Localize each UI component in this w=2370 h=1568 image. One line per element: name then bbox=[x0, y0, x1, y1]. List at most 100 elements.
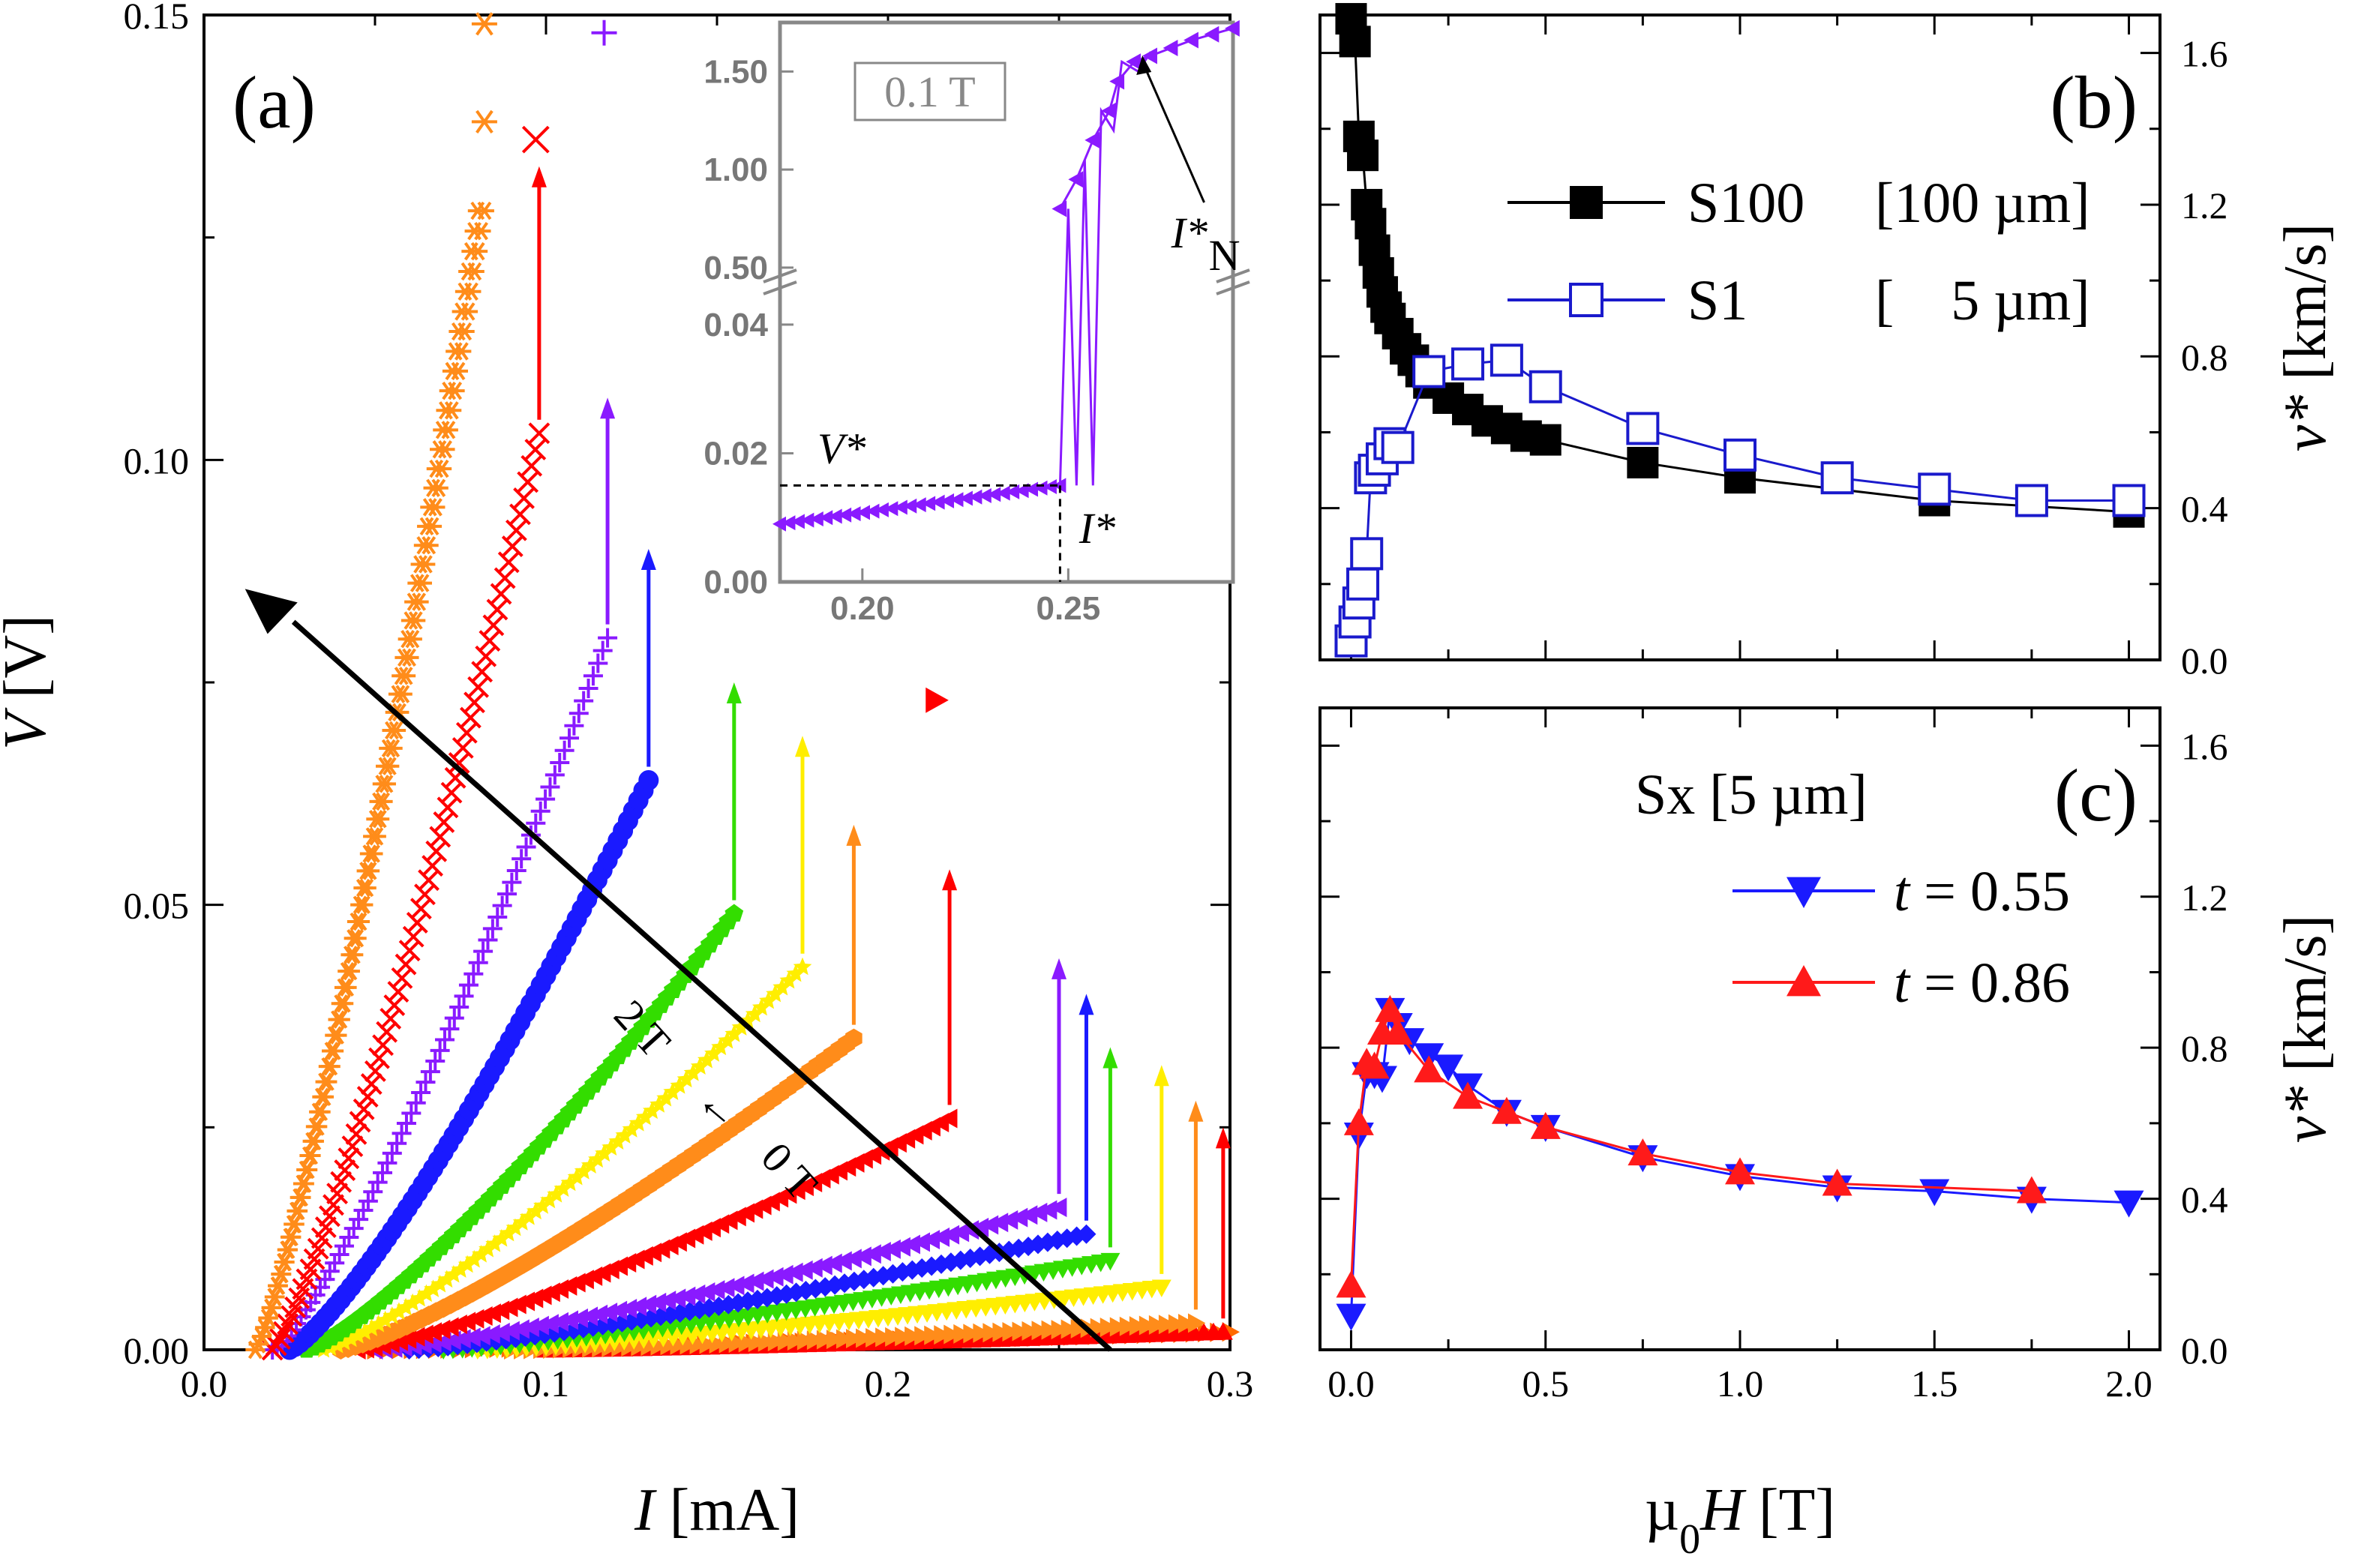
data-point bbox=[401, 1103, 422, 1123]
y-axis-title: v* [km/s] bbox=[2272, 915, 2338, 1143]
data-point bbox=[1031, 1321, 1049, 1341]
data-point bbox=[464, 691, 485, 714]
data-point bbox=[590, 1304, 608, 1324]
jump-arrow bbox=[942, 869, 958, 1105]
inset-data-point bbox=[856, 505, 871, 520]
data-point bbox=[1382, 1018, 1413, 1045]
data-point bbox=[1381, 430, 1414, 464]
data-point bbox=[398, 629, 418, 649]
data-point bbox=[341, 1329, 361, 1348]
data-point bbox=[338, 961, 358, 981]
legend-marker bbox=[1786, 877, 1821, 908]
data-point bbox=[951, 1222, 970, 1243]
inset-data-point bbox=[782, 515, 796, 531]
data-point bbox=[846, 1329, 864, 1349]
inset-data-point bbox=[809, 511, 824, 526]
jump-arrow-head bbox=[1078, 994, 1094, 1015]
i-n-star-label: I* bbox=[1171, 208, 1208, 257]
legend-size: [100 µm] bbox=[1875, 172, 2090, 235]
inset-data-point bbox=[1042, 479, 1057, 495]
y-axis-title-a: V [V] bbox=[0, 615, 58, 750]
i-n-star-subscript: N bbox=[1209, 231, 1240, 280]
data-point bbox=[992, 1322, 1010, 1342]
data-point bbox=[990, 1213, 1009, 1233]
data-point bbox=[1060, 1319, 1079, 1339]
data-point bbox=[296, 1160, 316, 1180]
data-point bbox=[452, 736, 474, 759]
series-0.5-T bbox=[279, 549, 659, 1360]
inset-data-point bbox=[1034, 480, 1048, 496]
data-point bbox=[410, 898, 432, 920]
inset-data-point bbox=[922, 496, 936, 511]
data-point bbox=[1359, 1051, 1390, 1079]
data-point bbox=[628, 1297, 647, 1317]
data-point bbox=[458, 262, 478, 281]
series-line bbox=[1349, 1006, 2032, 1286]
data-point bbox=[392, 667, 412, 685]
y-tick-label-a: 0.15 bbox=[124, 0, 190, 37]
data-point bbox=[554, 740, 574, 760]
field-arrow-shaft bbox=[291, 619, 1112, 1352]
series-0.06-T bbox=[434, 1047, 1120, 1360]
data-point bbox=[506, 1218, 525, 1237]
data-point bbox=[1343, 1108, 1374, 1135]
data-point bbox=[492, 895, 512, 916]
data-point bbox=[687, 1284, 706, 1304]
inset-data-point bbox=[847, 506, 861, 522]
data-point bbox=[1138, 1315, 1157, 1336]
data-point bbox=[1051, 1320, 1069, 1340]
data-point bbox=[836, 1329, 854, 1349]
label-0T: 0 T bbox=[752, 1133, 826, 1209]
data-point bbox=[464, 1249, 484, 1268]
data-point bbox=[402, 925, 424, 948]
x-tick-label: 0.5 bbox=[1522, 1363, 1569, 1405]
data-point bbox=[533, 1196, 552, 1214]
data-point bbox=[418, 869, 440, 892]
jump-arrow bbox=[846, 824, 862, 1025]
data-point bbox=[404, 592, 424, 611]
data-point-isolated bbox=[471, 12, 497, 36]
y-tick-label: 1.2 bbox=[2181, 877, 2228, 919]
data-point bbox=[980, 1215, 999, 1235]
inset-data-point bbox=[950, 492, 964, 508]
jump-arrow bbox=[1215, 1127, 1231, 1319]
data-point bbox=[767, 1332, 786, 1352]
data-point bbox=[274, 1252, 294, 1272]
data-point bbox=[941, 1225, 960, 1245]
data-point bbox=[382, 721, 402, 740]
data-point bbox=[389, 1302, 409, 1321]
data-point bbox=[574, 691, 594, 711]
data-point bbox=[961, 1220, 980, 1240]
data-point bbox=[970, 1217, 989, 1237]
data-point bbox=[430, 1275, 450, 1293]
data-point bbox=[1000, 1210, 1018, 1230]
data-point bbox=[1148, 1315, 1167, 1335]
x-tick-label-a: 0.3 bbox=[1207, 1363, 1254, 1405]
data-point bbox=[331, 994, 351, 1013]
data-point bbox=[478, 1240, 497, 1258]
data-point bbox=[377, 1153, 398, 1173]
data-point bbox=[528, 422, 550, 445]
data-point bbox=[277, 1240, 297, 1259]
data-point bbox=[261, 1298, 281, 1318]
inset-data-point bbox=[874, 502, 889, 517]
data-point bbox=[648, 1292, 667, 1312]
data-point bbox=[736, 1273, 754, 1294]
data-point bbox=[638, 770, 659, 791]
data-point bbox=[430, 1040, 450, 1060]
data-point bbox=[982, 1323, 1000, 1343]
x-tick-label-a: 0.1 bbox=[523, 1363, 570, 1405]
inset-field-box bbox=[854, 61, 1006, 121]
data-point bbox=[505, 519, 527, 541]
data-point bbox=[875, 1327, 893, 1348]
legend-name: S100 bbox=[1688, 172, 1804, 235]
data-point bbox=[326, 1183, 348, 1205]
data-point bbox=[1725, 1157, 1755, 1185]
data-point bbox=[697, 1050, 716, 1069]
data-point bbox=[602, 1138, 621, 1156]
data-point bbox=[449, 997, 470, 1018]
data-point bbox=[315, 1072, 335, 1091]
data-point bbox=[609, 1300, 628, 1321]
data-point bbox=[547, 1185, 566, 1203]
data-point bbox=[718, 1030, 737, 1049]
